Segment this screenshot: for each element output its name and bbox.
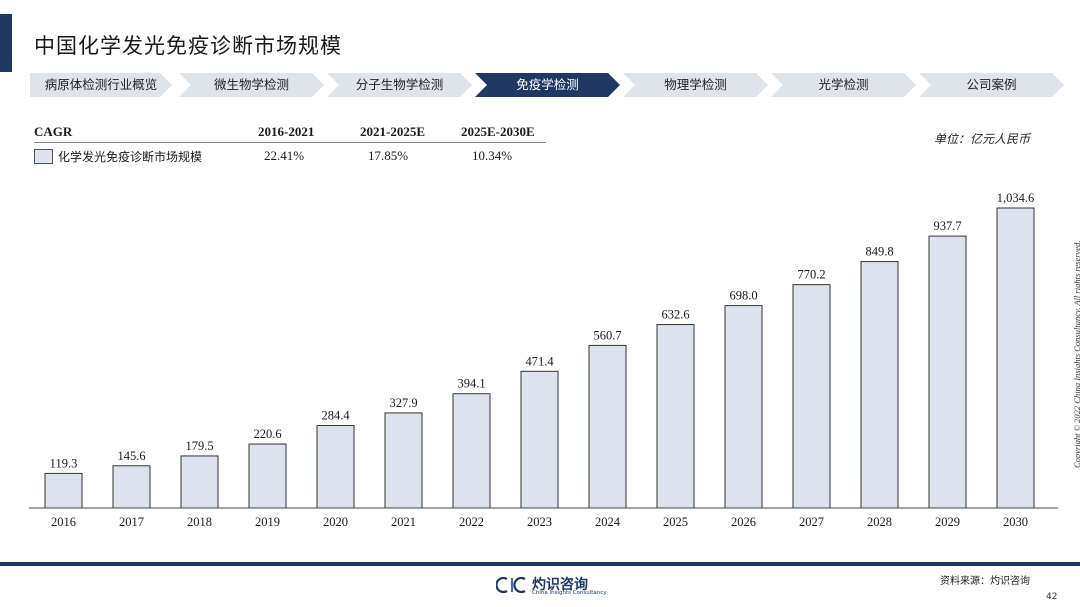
bar-2030 <box>996 207 1035 509</box>
cagr-period-2: 2021-2025E <box>360 124 425 139</box>
bar-value-label: 145.6 <box>117 449 145 463</box>
cagr-header: CAGR <box>34 124 73 139</box>
bar-value-label: 632.6 <box>661 308 689 322</box>
bar-2022 <box>452 393 491 509</box>
bar-2018 <box>180 455 219 509</box>
cagr-period-1: 2016-2021 <box>258 124 315 139</box>
cagr-value-3: 10.34% <box>472 148 513 163</box>
x-tick-label: 2025 <box>663 515 688 529</box>
cic-logo-icon <box>496 576 526 594</box>
bar-value-label: 560.7 <box>593 328 621 342</box>
nav-item-physics[interactable]: 物理学检测 <box>623 73 768 97</box>
logo-text: 灼识咨询 <box>532 577 588 593</box>
bar-value-label: 284.4 <box>321 409 350 423</box>
x-tick-label: 2018 <box>187 515 212 529</box>
x-tick-label: 2029 <box>935 515 960 529</box>
logo-subtitle: China Insights Consultancy <box>532 590 607 596</box>
bar-2020 <box>316 425 355 509</box>
bar-2024 <box>588 344 627 509</box>
cagr-period-3: 2025E-2030E <box>461 124 535 139</box>
bar-2026 <box>724 305 763 509</box>
nav-item-immunology[interactable]: 免疫学检测 <box>475 73 620 97</box>
unit-label: 单位：亿元人民币 <box>933 132 1030 146</box>
bar-value-label: 698.0 <box>729 289 757 303</box>
x-tick-label: 2024 <box>595 515 621 529</box>
bar-value-label: 119.3 <box>50 456 78 470</box>
page-title: 中国化学发光免疫诊断市场规模 <box>34 34 342 58</box>
cagr-value-1: 22.41% <box>264 148 305 163</box>
x-tick-label: 2021 <box>391 515 416 529</box>
nav-item-molecular-biology[interactable]: 分子生物学检测 <box>327 73 472 97</box>
nav-item-pathogen-overview[interactable]: 病原体检测行业概览 <box>30 73 172 97</box>
bar-2028 <box>860 261 899 509</box>
x-tick-label: 2016 <box>51 515 76 529</box>
bar-value-label: 770.2 <box>797 268 825 282</box>
source-note: 资料来源：灼识咨询 <box>940 576 1030 587</box>
bar-2025 <box>656 324 695 509</box>
x-tick-label: 2030 <box>1003 515 1028 529</box>
legend-swatch <box>34 149 53 164</box>
bar-2019 <box>248 443 287 509</box>
bar-2029 <box>928 235 967 509</box>
nav-item-microbiology[interactable]: 微生物学检测 <box>179 73 324 97</box>
bar-value-label: 937.7 <box>933 219 961 233</box>
footer-rule <box>0 562 1080 566</box>
x-tick-label: 2022 <box>459 515 484 529</box>
bar-value-label: 1,034.6 <box>997 191 1035 205</box>
bar-value-label: 327.9 <box>389 396 417 410</box>
title-accent-bar <box>0 14 12 72</box>
section-nav: 病原体检测行业概览 微生物学检测 分子生物学检测 免疫学检测 物理学检测 光学检… <box>30 73 1070 97</box>
x-tick-label: 2017 <box>119 515 144 529</box>
nav-item-company-cases[interactable]: 公司案例 <box>919 73 1064 97</box>
legend-label: 化学发光免疫诊断市场规模 <box>58 150 203 164</box>
bar-value-label: 849.8 <box>865 245 893 259</box>
cagr-divider <box>34 142 546 143</box>
copyright-text: Copyright © 2022 China Insights Consulta… <box>1072 240 1080 468</box>
nav-item-optics[interactable]: 光学检测 <box>771 73 916 97</box>
cagr-value-2: 17.85% <box>368 148 409 163</box>
x-tick-label: 2027 <box>799 515 824 529</box>
bar-value-label: 179.5 <box>185 439 213 453</box>
bar-value-label: 471.4 <box>525 354 554 368</box>
bar-2017 <box>112 465 151 509</box>
x-tick-label: 2019 <box>255 515 280 529</box>
bar-value-label: 220.6 <box>253 427 281 441</box>
bar-2021 <box>384 412 423 509</box>
x-tick-label: 2023 <box>527 515 552 529</box>
page-number: 42 <box>1046 592 1058 602</box>
x-tick-label: 2020 <box>323 515 348 529</box>
bar-value-label: 394.1 <box>457 377 485 391</box>
bar-2023 <box>520 370 559 509</box>
bar-2016 <box>44 472 83 509</box>
x-tick-label: 2026 <box>731 515 756 529</box>
bar-2027 <box>792 284 831 509</box>
x-tick-label: 2028 <box>867 515 892 529</box>
